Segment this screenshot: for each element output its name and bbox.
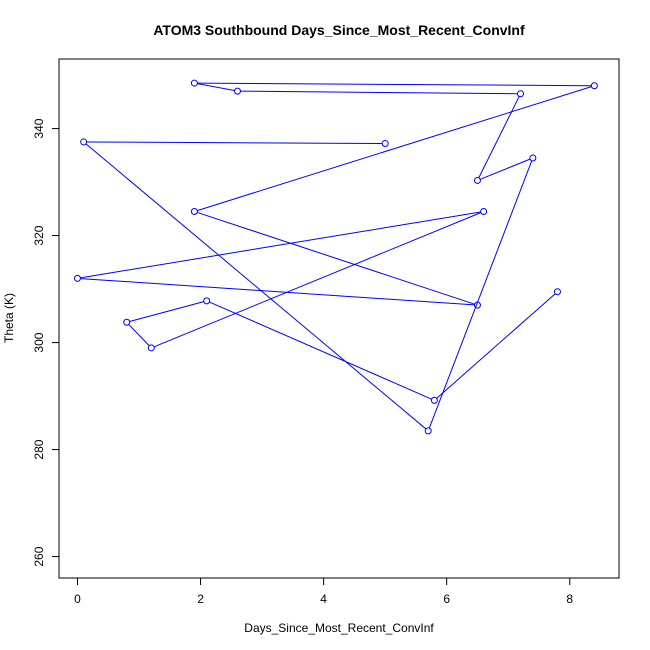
y-axis-label: Theta (K) [2, 293, 16, 343]
series-segment [86, 141, 383, 145]
x-tick-label: 4 [320, 592, 327, 606]
data-point [480, 207, 488, 215]
series-segment [80, 278, 475, 306]
x-tick-label: 0 [74, 592, 81, 606]
chart-title: ATOM3 Southbound Days_Since_Most_Recent_… [153, 22, 525, 38]
data-point [430, 396, 438, 404]
y-tick-label: 320 [32, 225, 46, 245]
data-point [147, 344, 155, 352]
x-tick-label: 8 [566, 592, 573, 606]
series-segment [128, 324, 150, 347]
data-point [203, 297, 211, 305]
data-point [529, 154, 537, 162]
data-point [190, 207, 198, 215]
x-tick-label: 6 [443, 592, 450, 606]
data-point [424, 427, 432, 435]
series-segment [428, 160, 533, 429]
series-segment [240, 90, 518, 95]
y-axis: 260 280 300 320 340 [32, 118, 60, 567]
y-tick-label: 300 [32, 332, 46, 352]
y-tick-label: 340 [32, 118, 46, 138]
series-segment [197, 82, 592, 87]
data-point [73, 274, 81, 282]
data-point [233, 87, 241, 95]
series-segment [197, 83, 235, 92]
data-point [553, 288, 561, 296]
x-axis: 0 2 4 6 8 [74, 577, 573, 606]
data-point [473, 301, 481, 309]
data-point [123, 318, 131, 326]
series-segment [478, 96, 520, 178]
data-point [590, 82, 598, 90]
x-axis-label: Days_Since_Most_Recent_ConvInf [244, 621, 434, 635]
plot-frame [58, 58, 620, 579]
series-segment [197, 211, 475, 305]
series-segment [197, 86, 592, 212]
data-point [517, 90, 525, 98]
data-point [190, 79, 198, 87]
series-segment [480, 158, 531, 180]
series-segment [85, 143, 427, 430]
series-segment [129, 301, 204, 322]
series-segment [153, 212, 482, 348]
data-point [473, 176, 481, 184]
y-tick-label: 260 [32, 546, 46, 566]
data-point [80, 138, 88, 146]
series-segment [209, 301, 432, 400]
series-segment [80, 211, 481, 279]
data-point [381, 140, 389, 148]
data-series [73, 79, 598, 435]
series-segment [436, 293, 556, 399]
x-tick-label: 2 [197, 592, 204, 606]
y-tick-label: 280 [32, 439, 46, 459]
